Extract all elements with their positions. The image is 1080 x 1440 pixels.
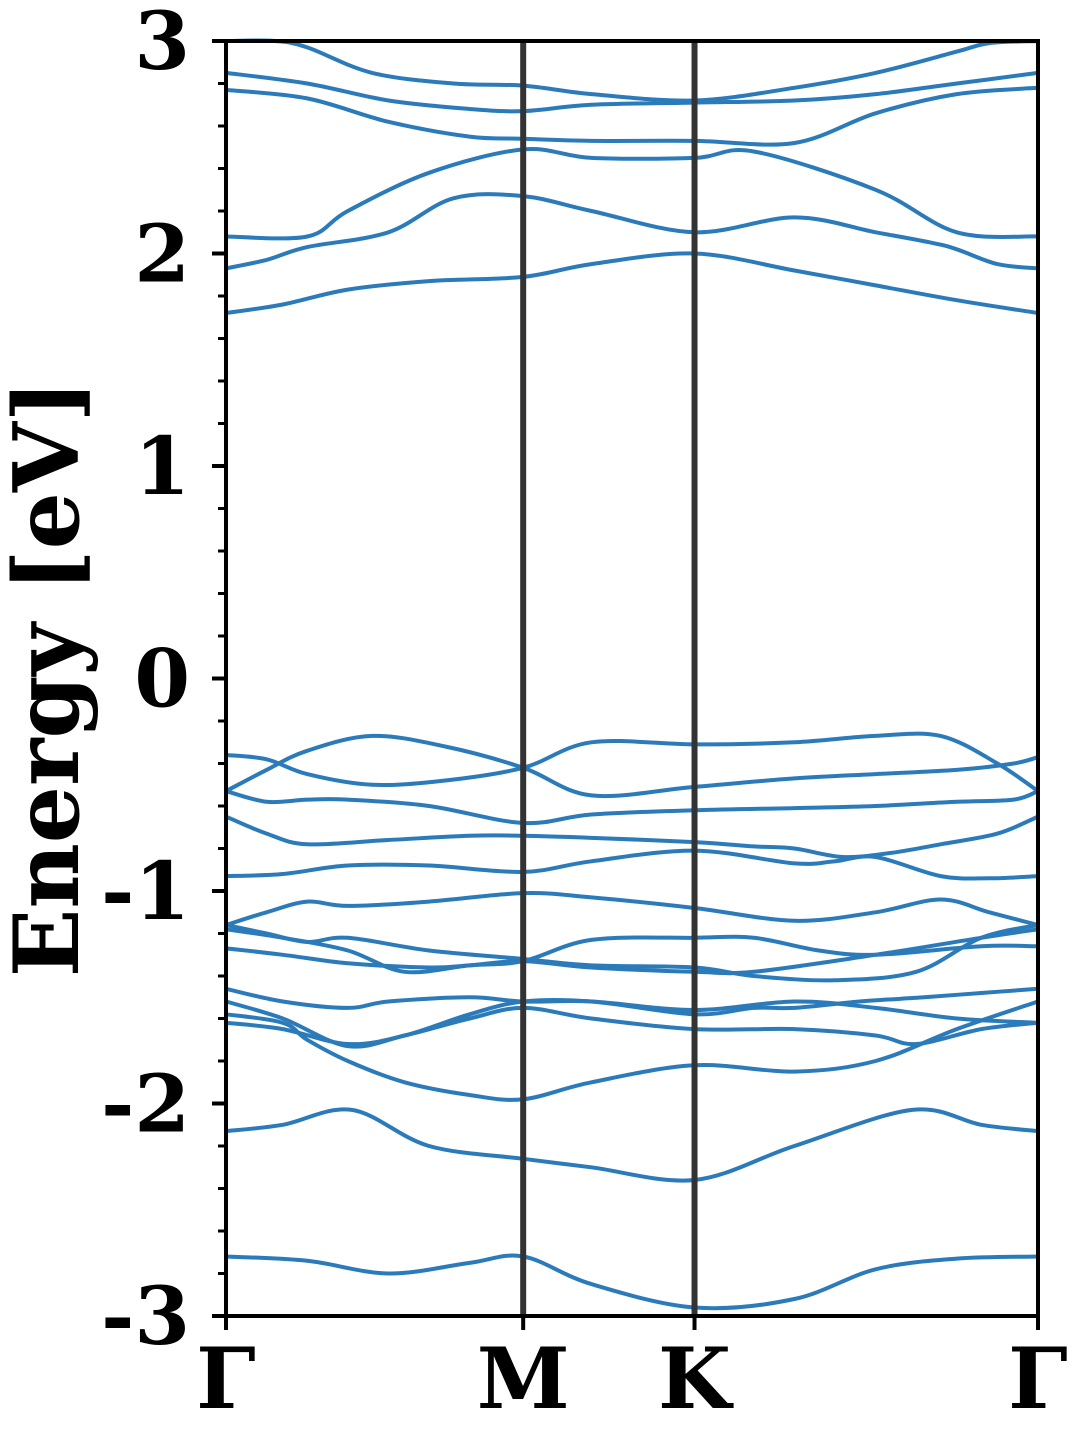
band-line-16	[225, 251, 1039, 315]
band-line-21	[225, 38, 1039, 103]
y-tick-label: -1	[101, 844, 190, 938]
band-line-1	[225, 1253, 1039, 1311]
band-line-13	[225, 789, 1039, 826]
x-tick-label: Γ	[196, 1329, 256, 1428]
y-axis-label: Energy [eV]	[0, 380, 100, 978]
band-line-19	[225, 85, 1039, 147]
band-line-11	[225, 848, 1039, 881]
y-tick-labels: 3 2 1 0 -1 -2 -3	[101, 0, 190, 1363]
y-tick-label: -2	[101, 1057, 190, 1151]
band-line-8	[225, 927, 1039, 975]
x-tick-label: Γ	[1008, 1329, 1068, 1428]
band-line-9	[225, 923, 1039, 983]
y-tick-label: 1	[134, 419, 190, 513]
y-tick-label: 0	[134, 632, 190, 726]
band-line-12	[225, 814, 1039, 860]
y-tick-label: 2	[134, 207, 190, 301]
band-line-14	[225, 733, 1039, 799]
band-line-5	[225, 986, 1039, 1047]
band-line-17	[225, 192, 1039, 271]
y-tick-label: 3	[134, 0, 190, 88]
band-line-10	[225, 890, 1039, 927]
band-line-4	[225, 999, 1039, 1049]
x-tick-label: K	[658, 1329, 734, 1428]
kpoint-lines	[224, 41, 1040, 1330]
band-line-3	[225, 999, 1039, 1102]
plot-frame	[224, 39, 1040, 1318]
x-tick-label: M	[477, 1329, 570, 1428]
band-line-6	[225, 986, 1039, 1025]
band-line-18	[225, 146, 1039, 241]
axis-ticks	[212, 39, 226, 1318]
band-line-20	[225, 70, 1039, 114]
y-tick-label: -3	[101, 1269, 190, 1363]
band-line-2	[225, 1107, 1039, 1183]
band-line-15	[225, 731, 1040, 793]
band-lines	[225, 38, 1040, 1311]
